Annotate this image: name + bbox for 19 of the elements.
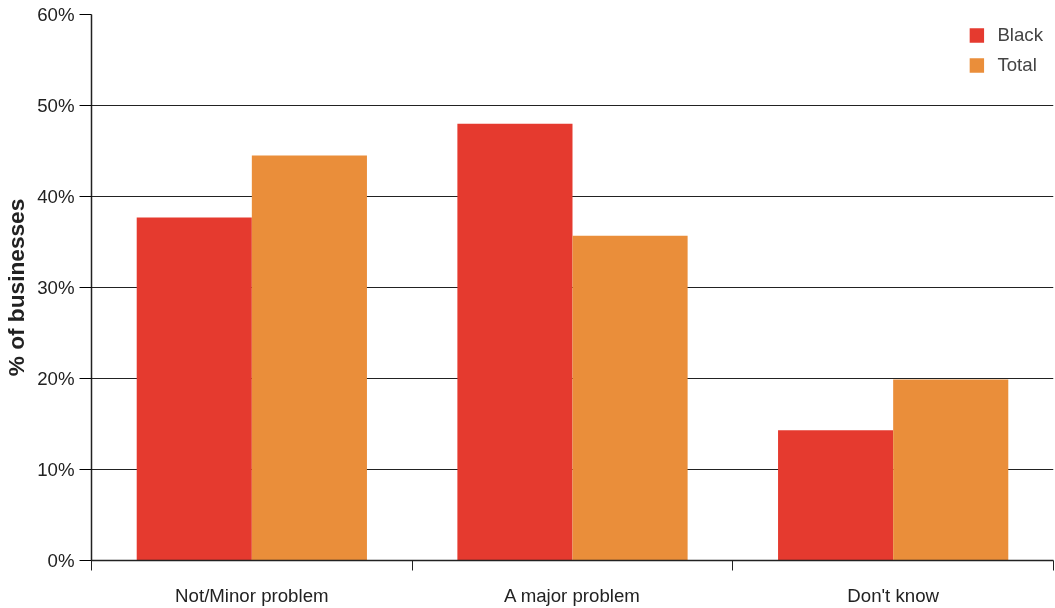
bar <box>893 379 1009 561</box>
bar <box>778 430 894 561</box>
y-tick-label: 50% <box>37 95 75 116</box>
y-tick-label: 40% <box>37 186 75 207</box>
bar <box>251 155 367 561</box>
x-tick-label: A major problem <box>504 584 640 606</box>
x-tick-label: Don't know <box>847 584 940 606</box>
bar <box>457 123 573 561</box>
legend-label: Total <box>997 54 1037 76</box>
y-tick-label: 30% <box>37 277 75 298</box>
y-axis-title: % of businesses <box>3 198 30 377</box>
x-tick-label: Not/Minor problem <box>175 584 329 606</box>
y-tick-label: 10% <box>37 459 75 480</box>
y-tick-label: 60% <box>37 4 75 25</box>
legend-label: Black <box>997 24 1043 46</box>
bar <box>572 235 688 561</box>
bar <box>136 217 252 561</box>
y-tick-label: 20% <box>37 368 75 389</box>
y-tick-label: 0% <box>47 550 75 571</box>
